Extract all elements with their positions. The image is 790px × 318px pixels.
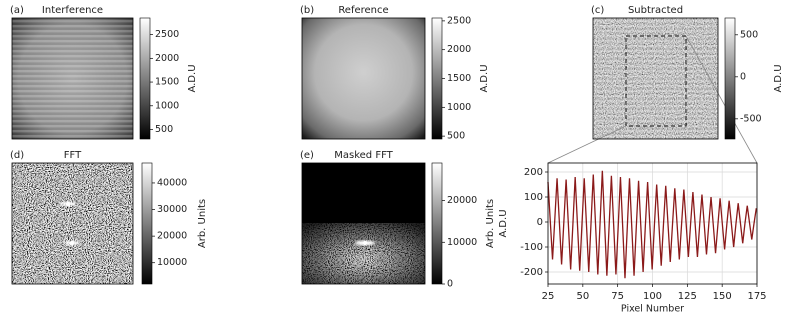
image-reference [302,18,425,139]
colorbar-tick-label: 2000 [447,44,471,55]
x-tick-label: 50 [576,291,589,302]
y-tick-label: -100 [520,242,543,253]
image-frame [11,17,134,140]
colorbar-label: Arb. Units [485,199,496,248]
x-tick-label: 125 [678,291,697,302]
colorbar-tick-label: 1000 [155,100,179,111]
colorbar-tick-label: 2000 [155,53,179,64]
colorbar-tick-label: -500 [740,113,762,124]
colorbar-tick-label: 500 [740,29,758,40]
plot-frame [547,162,758,285]
x-tick-label: 25 [542,291,555,302]
x-tick-label: 175 [747,291,766,302]
colorbar-tick-label: 20000 [157,231,187,242]
colorbar-tick-label: 40000 [157,177,187,188]
panel-title: Interference [42,5,103,16]
x-tick-label: 150 [713,291,732,302]
panel-title: Reference [338,5,388,16]
x-tick-label: 100 [643,291,662,302]
colorbar [431,17,443,140]
image-masked-fft [302,163,425,284]
data-line [547,170,757,279]
colorbar-tick-label: 500 [447,131,465,142]
panel-title: Subtracted [628,5,683,16]
colorbar-label: A.D.U [187,64,198,92]
image-fft [12,163,133,284]
colorbar-tick-label: 1000 [447,102,471,113]
colorbar-tick-label: 10000 [447,237,477,248]
panel-title: Masked FFT [334,150,393,161]
panel-label: (e) [300,150,314,161]
colorbar-tick-label: 1500 [447,73,471,84]
panel-title: FFT [64,150,82,161]
y-tick-label: 100 [524,192,543,203]
colorbar-label: A.D.U [773,64,784,92]
colorbar-tick-label: 30000 [157,204,187,215]
colorbar-tick-label: 2500 [155,29,179,40]
y-axis-label: A.D.U [498,209,509,237]
panel-label: (b) [300,5,314,16]
x-axis-label: Pixel Number [621,304,684,315]
image-frame [592,17,719,140]
colorbar [724,17,736,140]
colorbar-label: Arb. Units [197,199,208,248]
panel-label: (d) [10,150,24,161]
y-tick-label: 200 [524,167,543,178]
colorbar-tick-label: 0 [740,71,746,82]
colorbar-tick-label: 20000 [447,195,477,206]
colorbar-tick-label: 500 [155,124,173,135]
y-tick-label: 0 [537,217,543,228]
colorbar-label: A.D.U [479,64,490,92]
colorbar-tick-label: 1500 [155,77,179,88]
colorbar [139,17,151,140]
zoom-lines [547,35,758,164]
image-subtracted [593,18,718,139]
panel-label: (a) [10,5,24,16]
y-tick-label: -200 [520,267,543,278]
image-frame [301,17,426,140]
colorbar-tick-label: 0 [447,279,453,290]
colorbar [141,162,153,285]
colorbar [431,162,443,285]
image-interference [12,18,133,139]
image-frame [301,162,426,285]
panel-label: (c) [591,5,604,16]
x-tick-label: 75 [611,291,624,302]
colorbar-tick-label: 10000 [157,257,187,268]
colorbar-tick-label: 2500 [447,15,471,26]
image-frame [11,162,134,285]
